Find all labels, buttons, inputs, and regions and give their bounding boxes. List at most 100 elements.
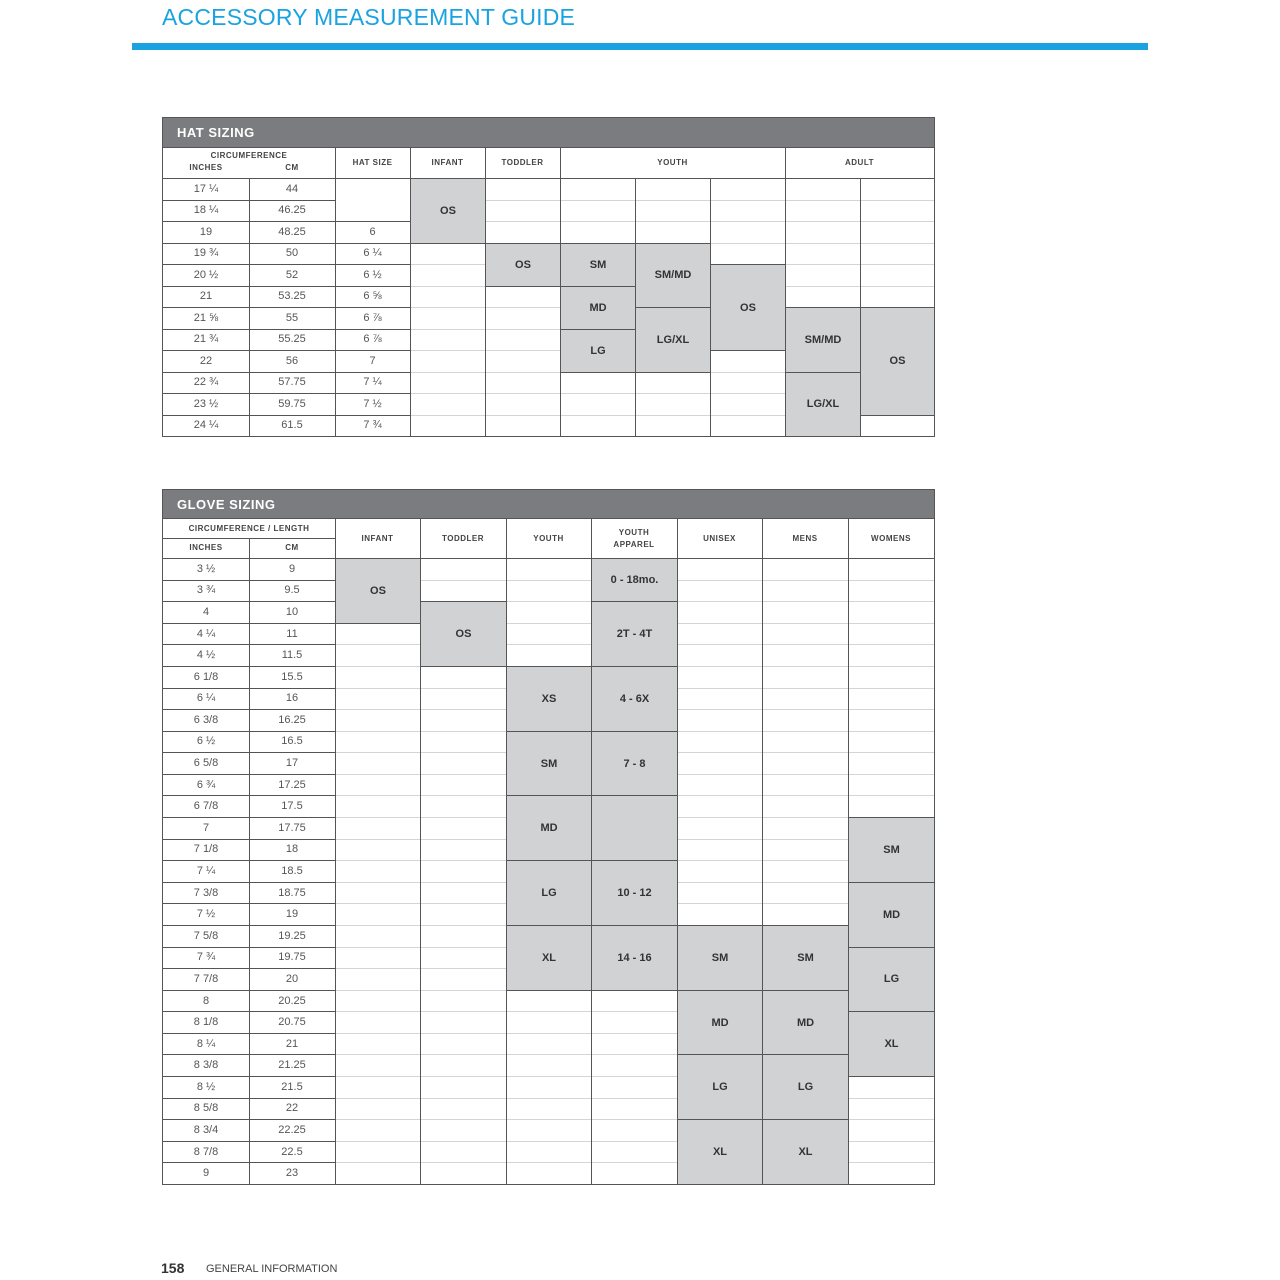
cm-cell: 52 (285, 268, 299, 281)
header-inches: INCHES (189, 163, 223, 172)
column-divider (485, 148, 486, 436)
size-block-youth-apparel: 14 - 16 (591, 924, 678, 991)
cm-cell: 21.5 (281, 1080, 303, 1093)
inches-cell: 8 (202, 994, 210, 1007)
hat-size-cell: 6 (369, 225, 376, 238)
inches-cell: 19 ¾ (193, 247, 219, 260)
inches-cell: 8 3/4 (193, 1124, 219, 1137)
header-inches: INCHES (189, 543, 223, 552)
header-mens: MENS (792, 533, 818, 543)
inches-cell: 9 (202, 1167, 210, 1180)
column-divider (335, 148, 336, 436)
inches-cell: 21 ⅝ (193, 311, 219, 324)
column-divider (420, 519, 421, 1184)
size-block-youth: LG (560, 328, 636, 373)
size-block-mens: LG (762, 1054, 849, 1121)
hat-table-title: HAT SIZING (163, 118, 934, 148)
inches-cell: 6 1/8 (193, 670, 219, 683)
inches-cell: 8 5/8 (193, 1102, 219, 1115)
row-divider (335, 1140, 934, 1142)
inches-cell: 17 ¼ (193, 182, 219, 195)
cm-cell: 44 (285, 182, 299, 195)
cm-cell: 20 (285, 972, 299, 985)
cm-cell: 9 (288, 562, 296, 575)
cm-cell: 48.25 (278, 225, 306, 238)
size-block-adult: LG/XL (785, 371, 861, 437)
inches-cell: 4 ¼ (196, 627, 216, 640)
header-youth: YOUTH (533, 533, 564, 543)
inches-cell: 8 7/8 (193, 1145, 219, 1158)
cm-cell: 56 (285, 354, 299, 367)
size-block-youth-apparel: 2T - 4T (591, 601, 678, 667)
cm-cell: 18.75 (278, 886, 306, 899)
size-block-unisex: SM (677, 924, 763, 991)
cm-cell: 53.25 (278, 290, 306, 303)
divider (163, 558, 934, 559)
cm-cell: 21.25 (278, 1059, 306, 1072)
hat-size-cell: 7 ¼ (363, 376, 382, 389)
hat-size-cell (335, 200, 410, 222)
cm-cell: 50 (285, 247, 299, 260)
header-toddler: TODDLER (441, 533, 485, 543)
row-divider (335, 221, 410, 222)
header-cm: CM (285, 163, 299, 172)
inches-cell: 8 3/8 (193, 1059, 219, 1072)
size-block-mens: SM (762, 924, 849, 991)
row-divider (335, 285, 410, 287)
header-adult: ADULT (844, 158, 874, 167)
cm-cell: 55 (285, 311, 299, 324)
row-divider (335, 242, 410, 244)
page-title: ACCESSORY MEASUREMENT GUIDE (162, 4, 576, 30)
inches-cell: 6 ½ (196, 735, 216, 748)
row-divider (335, 1119, 934, 1121)
inches-cell: 7 ¾ (196, 951, 216, 964)
inches-cell: 8 ¼ (196, 1037, 216, 1050)
size-block-youth: MD (560, 285, 636, 330)
row-divider (335, 1162, 934, 1164)
inches-cell: 24 ¼ (193, 419, 219, 432)
inches-cell: 7 ½ (196, 908, 216, 921)
header-circumference: CIRCUMFERENCE (210, 151, 288, 160)
cm-cell: 55.25 (278, 333, 306, 346)
size-block-unisex: XL (677, 1119, 763, 1185)
cm-cell: 18 (285, 843, 299, 856)
inches-cell: 23 ½ (193, 397, 219, 410)
row-divider (410, 199, 934, 201)
column-divider (249, 178, 250, 436)
column-divider (410, 148, 411, 436)
header-hat-size: HAT SIZE (352, 158, 393, 167)
inches-cell: 22 (199, 354, 213, 367)
row-divider (335, 264, 410, 265)
size-block-infant: OS (410, 178, 486, 244)
size-block-youth: LG/XL (635, 307, 711, 373)
size-block-adult: OS (860, 307, 935, 416)
row-divider (335, 1097, 934, 1099)
size-block-youth: SM (560, 242, 636, 287)
inches-cell: 7 7/8 (193, 972, 219, 985)
row-divider (335, 393, 410, 394)
inches-cell: 22 ¾ (193, 376, 219, 389)
cm-cell: 23 (285, 1167, 299, 1180)
row-divider (335, 1032, 934, 1034)
inches-cell: 6 ¾ (196, 778, 216, 791)
hat-size-cell (335, 178, 410, 200)
column-divider (762, 519, 763, 1184)
inches-cell: 21 (199, 290, 213, 303)
inches-cell: 8 ½ (196, 1080, 216, 1093)
header-youth: YOUTH (657, 158, 688, 167)
cm-cell: 19.75 (278, 951, 306, 964)
header-cm: CM (285, 543, 299, 552)
hat-size-cell: 7 ¾ (363, 419, 382, 432)
cm-cell: 17 (285, 757, 299, 770)
inches-cell: 7 5/8 (193, 929, 219, 942)
row-divider (335, 307, 410, 308)
size-block-womens: SM (848, 817, 935, 883)
inches-cell: 18 ¼ (193, 204, 219, 217)
row-divider (335, 414, 410, 416)
inches-cell: 3 ¾ (196, 584, 216, 597)
size-block-mens: XL (762, 1119, 849, 1185)
cm-cell: 11.5 (281, 649, 303, 662)
row-divider (335, 371, 410, 373)
page-number: 158 (161, 1260, 185, 1276)
